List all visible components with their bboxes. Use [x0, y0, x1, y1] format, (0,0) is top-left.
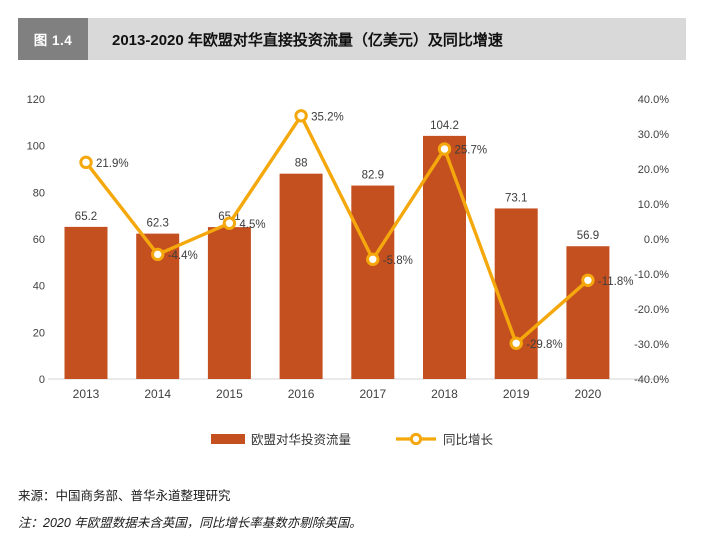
- figure-number-tag: 图 1.4: [18, 18, 88, 60]
- bar: [566, 246, 610, 379]
- line-marker: [437, 142, 452, 156]
- figure-header: 图 1.4 2013-2020 年欧盟对华直接投资流量（亿美元）及同比增速: [18, 18, 686, 60]
- figure-footer: 来源：中国商务部、普华永道整理研究 注：2020 年欧盟数据未含英国，同比增长率…: [18, 483, 362, 537]
- left-axis-tick: 40: [33, 281, 45, 293]
- line-value-label: 4.5%: [239, 219, 265, 231]
- growth-line: [84, 114, 590, 345]
- line-marker: [294, 109, 308, 123]
- bar: [279, 173, 323, 379]
- right-axis-tick: 20.0%: [638, 164, 669, 176]
- bar-series-swatch: [210, 433, 245, 444]
- right-axis-tick: 0.0%: [644, 234, 669, 246]
- left-axis-tick: 20: [33, 327, 45, 339]
- chart-legend: 欧盟对华投资流量 同比增长: [0, 429, 704, 448]
- bar: [494, 208, 538, 379]
- right-axis-tick: -40.0%: [634, 374, 669, 386]
- bar-value-label: 62.3: [147, 218, 169, 230]
- line-series-swatch: [396, 432, 436, 445]
- bar-series-label: 欧盟对华投资流量: [250, 433, 351, 447]
- source-note: 来源：中国商务部、普华永道整理研究: [18, 489, 231, 503]
- right-axis-tick: -10.0%: [634, 269, 669, 281]
- line-series-label: 同比增长: [443, 433, 494, 447]
- left-axis-tick: 0: [39, 374, 45, 386]
- bar: [351, 185, 395, 379]
- right-axis-tick: -30.0%: [634, 339, 669, 351]
- x-axis-label: 2015: [216, 387, 243, 401]
- x-axis-label: 2019: [503, 387, 530, 401]
- line-value-label: 21.9%: [96, 158, 129, 170]
- line-marker: [222, 216, 237, 230]
- bar: [64, 226, 108, 379]
- line-marker: [79, 155, 93, 170]
- bar-value-label: 88: [295, 158, 308, 170]
- legend-item-line-series: 同比增长: [395, 429, 493, 448]
- combo-chart: 0 20 40 60 80 100 120 40.0% 30.0% 20.0% 10.0% 0.0% -…: [27, 94, 670, 401]
- line-value-label: 35.2%: [311, 111, 344, 123]
- figure-title-bar: 2013-2020 年欧盟对华直接投资流量（亿美元）及同比增速: [88, 18, 686, 60]
- right-axis-tick: 10.0%: [638, 199, 669, 211]
- left-axis-tick: 60: [33, 234, 45, 246]
- x-axis-label: 2014: [144, 387, 171, 401]
- legend-item-bar-series: 欧盟对华投资流量: [210, 429, 351, 448]
- figure-title: 2013-2020 年欧盟对华直接投资流量（亿美元）及同比增速: [112, 31, 503, 49]
- line-marker: [581, 273, 595, 288]
- right-axis-tick: -20.0%: [634, 304, 669, 316]
- right-axis-tick: 30.0%: [638, 129, 669, 141]
- line-marker: [151, 247, 165, 262]
- x-axis-label: 2020: [575, 387, 602, 401]
- bar-value-label: 73.1: [505, 192, 527, 204]
- bar-value-label: 82.9: [362, 170, 384, 182]
- x-axis-label: 2018: [431, 387, 458, 401]
- line-value-label: -4.4%: [168, 250, 198, 262]
- bar: [207, 227, 251, 379]
- line-marker: [509, 336, 523, 350]
- line-value-label: -5.8%: [383, 255, 413, 267]
- left-axis-tick: 80: [33, 187, 45, 199]
- x-axis-label: 2013: [73, 387, 100, 401]
- x-axis-label: 2016: [288, 387, 315, 401]
- line-value-label: -29.8%: [526, 339, 562, 351]
- bar: [423, 135, 466, 379]
- data-note: 注：2020 年欧盟数据未含英国，同比增长率基数亦剔除英国。: [18, 516, 362, 530]
- left-axis-tick: 100: [27, 141, 45, 153]
- left-axis-tick: 120: [27, 94, 45, 106]
- right-axis-tick: 40.0%: [638, 94, 669, 106]
- line-value-label: -11.8%: [598, 276, 634, 288]
- x-axis-label: 2017: [359, 387, 386, 401]
- bar-value-label: 56.9: [577, 230, 599, 242]
- line-marker: [366, 252, 380, 267]
- line-value-label: 25.7%: [455, 145, 488, 157]
- bar-value-label: 65.2: [75, 211, 97, 223]
- bar-value-label: 104.2: [430, 120, 459, 132]
